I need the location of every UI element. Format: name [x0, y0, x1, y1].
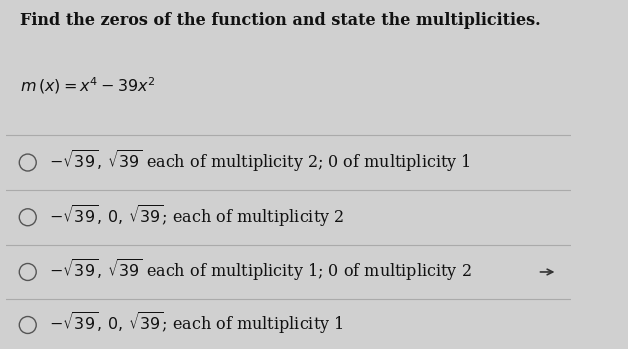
Text: $-\sqrt{39},\, 0,\, \sqrt{39}$; each of multiplicity 1: $-\sqrt{39},\, 0,\, \sqrt{39}$; each of …: [49, 310, 344, 336]
Text: $-\sqrt{39},\, 0,\, \sqrt{39}$; each of multiplicity 2: $-\sqrt{39},\, 0,\, \sqrt{39}$; each of …: [49, 202, 344, 229]
Text: Find the zeros of the function and state the multiplicities.: Find the zeros of the function and state…: [21, 12, 541, 29]
Text: $-\sqrt{39},\, \sqrt{39}$ each of multiplicity 2; 0 of multiplicity 1: $-\sqrt{39},\, \sqrt{39}$ each of multip…: [49, 148, 470, 174]
Text: $m\,(x)=x^4-39x^2$: $m\,(x)=x^4-39x^2$: [21, 75, 156, 96]
Text: $-\sqrt{39},\, \sqrt{39}$ each of multiplicity 1; 0 of multiplicity 2: $-\sqrt{39},\, \sqrt{39}$ each of multip…: [49, 257, 471, 283]
